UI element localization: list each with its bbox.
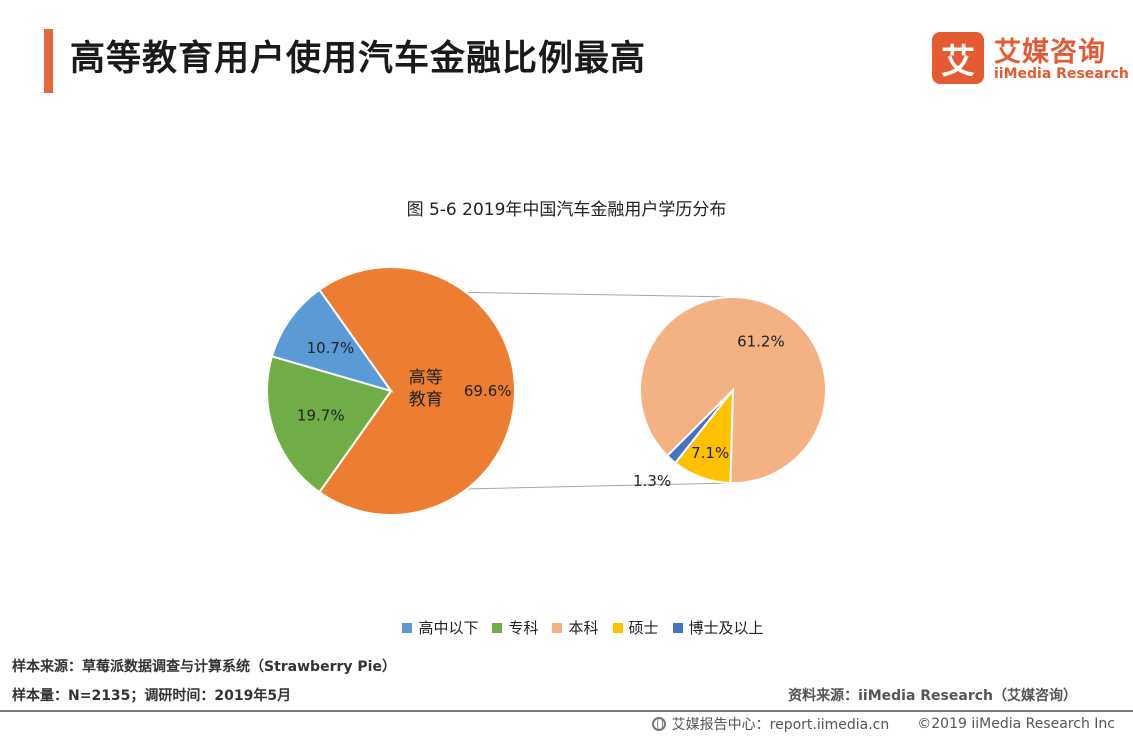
legend-label: 高中以下 (418, 619, 479, 637)
title-accent-bar (44, 29, 53, 93)
page-title: 高等教育用户使用汽车金融比例最高 (70, 39, 647, 79)
breakdown-slice-本科 (639, 296, 827, 484)
legend-item-博士及以上: 博士及以上 (672, 617, 764, 638)
chart-title: 图 5-6 2019年中国汽车金融用户学历分布 (406, 200, 727, 220)
legend-swatch (552, 622, 563, 633)
main-slice-高中以下 (270, 288, 394, 393)
main-slice-高等教育 (317, 266, 516, 516)
legend-item-本科: 本科 (552, 617, 599, 638)
legend-swatch (672, 622, 683, 633)
legend-swatch (612, 622, 623, 633)
legend-swatch (492, 622, 503, 633)
legend-swatch (402, 622, 413, 633)
legend-item-硕士: 硕士 (612, 617, 659, 638)
main-slice-专科 (266, 355, 393, 494)
data-label-高中以下: 10.7% (307, 339, 355, 357)
legend-label: 硕士 (628, 619, 659, 637)
logo-name-en: iiMedia Research (994, 66, 1129, 82)
data-label-本科: 61.2% (737, 333, 785, 351)
legend-label: 博士及以上 (688, 619, 764, 637)
report-center-link[interactable]: 艾媒报告中心：report.iimedia.cn (671, 717, 890, 733)
data-label-硕士: 7.1% (691, 444, 729, 462)
data-source: 资料来源：iiMedia Research（艾媒咨询） (788, 688, 1077, 704)
legend-label: 专科 (508, 619, 539, 637)
category-label-高等教育: 高等教育 (409, 368, 443, 410)
logo-name-cn: 艾媒咨询 (994, 37, 1106, 68)
logo-mark-icon: 艾 (932, 32, 984, 84)
brand-logo[interactable]: 艾 艾媒咨询 iiMedia Research (932, 30, 1129, 90)
globe-icon (651, 717, 666, 731)
legend-label: 本科 (568, 619, 599, 637)
footer-divider (0, 710, 1133, 712)
sample-size: 样本量：N=2135；调研时间：2019年5月 (12, 688, 292, 704)
data-label-专科: 19.7% (297, 407, 345, 425)
footer-bar: 艾媒报告中心：report.iimedia.cn ©2019 iiMedia R… (651, 714, 1115, 734)
sample-source: 样本来源：草莓派数据调查与计算系统（Strawberry Pie） (12, 659, 396, 675)
chart-legend: 高中以下 专科 本科 硕士 博士及以上 (0, 617, 1133, 638)
data-label-博士及以上: 1.3% (633, 472, 671, 490)
legend-item-高中以下: 高中以下 (402, 617, 478, 638)
copyright: ©2019 iiMedia Research Inc (917, 716, 1115, 732)
legend-item-专科: 专科 (492, 617, 538, 638)
data-label-高等教育: 69.6% (464, 382, 512, 400)
